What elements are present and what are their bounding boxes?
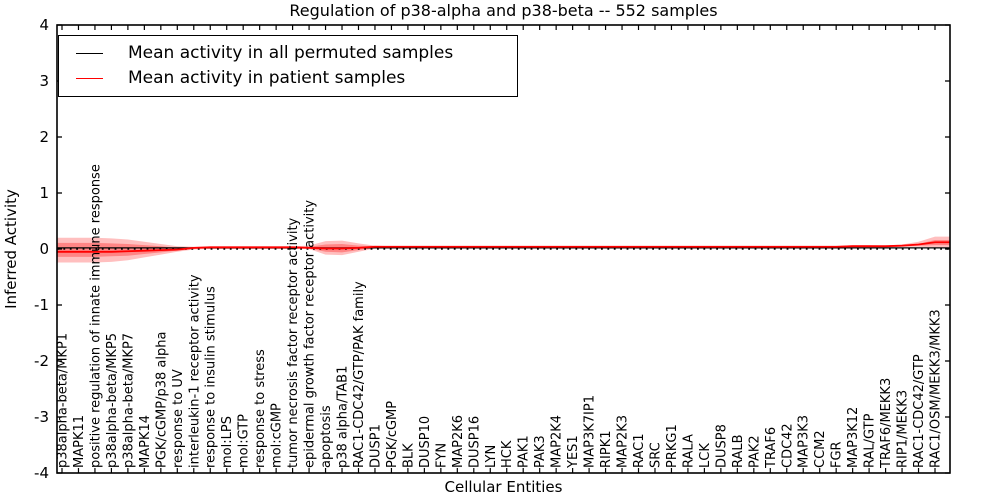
x-tick-label: PGK/cGMP/p38 alpha: [154, 332, 169, 468]
y-tick-label: -1: [34, 296, 49, 314]
x-tick-label: mol:cGMP: [270, 403, 285, 468]
y-tick-label: 4: [39, 16, 49, 34]
x-tick-label: TRAF6/MEKK3: [879, 378, 894, 469]
x-tick-label: MAP2K6: [451, 415, 466, 468]
x-tick-label: RAC1-CDC42/GTP/PAK family: [352, 281, 367, 468]
legend-item-patient: Mean activity in patient samples: [76, 70, 517, 87]
x-tick-label: MAP3K7IP1: [583, 395, 598, 468]
x-tick-label: response to stress: [253, 349, 268, 468]
x-tick-label: DUSP8: [714, 424, 729, 468]
x-tick-label: p38 alpha/TAB1: [336, 366, 351, 468]
x-tick-label: mol:GTP: [237, 414, 252, 468]
x-tick-label: HCK: [500, 440, 515, 468]
x-tick-label: PGK/cGMP: [385, 401, 400, 468]
x-tick-label: RALB: [731, 434, 746, 468]
x-tick-label: CDC42: [780, 423, 795, 468]
y-axis-label: Inferred Activity: [2, 189, 20, 309]
patient-line-swatch: [76, 78, 103, 80]
x-tick-label: response to insulin stimulus: [204, 286, 219, 468]
y-tick-label: -3: [34, 408, 49, 426]
x-tick-label: response to UV: [171, 369, 186, 468]
x-tick-label: MAPK14: [138, 415, 153, 468]
x-tick-label: BLK: [401, 443, 416, 468]
patient-mean-line: [57, 241, 950, 253]
legend-label-patient: Mean activity in patient samples: [128, 68, 406, 89]
x-tick-label: apoptosis: [319, 405, 334, 468]
x-tick-label: RAC1/OSM/MEKK3/MKK3: [929, 309, 944, 468]
x-tick-label: MAPK11: [72, 415, 87, 468]
x-tick-label: mol:LPS: [220, 416, 235, 468]
y-tick-label: -4: [34, 464, 49, 482]
x-tick-label: MAP2K3: [616, 415, 631, 468]
x-tick-label: PRKG1: [665, 424, 680, 468]
x-tick-label: tumor necrosis factor receptor activity: [286, 217, 301, 468]
x-tick-label: RAC1-CDC42/GTP: [912, 354, 927, 468]
x-tick-label: RALA: [681, 434, 696, 468]
x-tick-label: LCK: [698, 443, 713, 468]
x-tick-label: RIP1/MEKK3: [896, 390, 911, 468]
x-tick-label: MAP3K3: [797, 415, 812, 468]
legend-label-permuted: Mean activity in all permuted samples: [128, 42, 454, 63]
x-tick-label: DUSP1: [368, 424, 383, 468]
x-tick-label: PAK1: [517, 435, 532, 468]
x-tick-label: FYN: [434, 443, 449, 468]
legend: Mean activity in all permuted samples Me…: [58, 35, 518, 97]
x-tick-label: p38alpha-beta/MKP5: [105, 333, 120, 468]
x-tick-label: PAK2: [747, 435, 762, 468]
permuted-line-swatch: [76, 52, 103, 54]
x-tick-label: positive regulation of innate immune res…: [88, 164, 103, 468]
x-tick-label: p38alpha-beta/MKP1: [56, 333, 71, 468]
x-tick-label: MAP2K4: [550, 415, 565, 468]
x-tick-label: interleukin-1 receptor activity: [187, 274, 202, 468]
x-tick-label: p38alpha-beta/MKP7: [121, 333, 136, 468]
x-tick-label: YES1: [566, 435, 581, 469]
x-tick-label: LYN: [484, 445, 499, 468]
x-tick-label: RAC1: [632, 433, 647, 468]
x-tick-label: SRC: [648, 442, 663, 468]
chart-title: Regulation of p38-alpha and p38-beta -- …: [289, 1, 718, 20]
legend-item-permuted: Mean activity in all permuted samples: [76, 42, 517, 63]
x-tick-label: DUSP16: [467, 416, 482, 468]
x-tick-label: RIPK1: [599, 430, 614, 468]
x-tick-label: PAK3: [533, 435, 548, 468]
x-tick-label: TRAF6: [764, 427, 779, 469]
y-tick-label: 2: [39, 128, 49, 146]
y-tick-label: -2: [34, 352, 49, 370]
y-tick-label: 0: [39, 240, 49, 258]
x-tick-label: FGR: [830, 441, 845, 468]
x-axis-label: Cellular Entities: [444, 478, 563, 496]
y-tick-label: 1: [39, 184, 49, 202]
x-tick-label: RAL/GTP: [863, 413, 878, 468]
x-tick-label: DUSP10: [418, 416, 433, 468]
y-tick-label: 3: [39, 72, 49, 90]
x-tick-label: epidermal growth factor receptor activit…: [303, 200, 318, 468]
patient-band-outer: [57, 236, 950, 263]
x-tick-label: MAP3K12: [846, 407, 861, 468]
x-tick-label: CCM2: [813, 430, 828, 468]
